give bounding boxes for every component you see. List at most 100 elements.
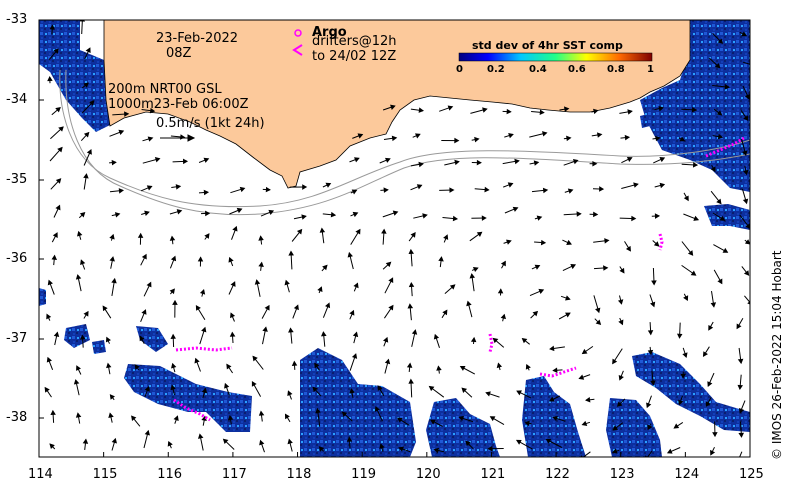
vector-scale-arrow — [160, 134, 196, 142]
sst-patch-southwest — [64, 324, 252, 432]
current-arrow-head — [524, 420, 530, 427]
current-arrow-head — [708, 324, 714, 331]
current-arrow-head — [79, 211, 86, 218]
current-arrow-head — [436, 365, 442, 371]
current-arrow-head — [44, 386, 50, 393]
current-arrow-head — [716, 110, 723, 116]
drifter-track-6 — [705, 136, 745, 158]
current-arrow-head — [111, 159, 117, 166]
current-arrow-head — [377, 385, 383, 391]
current-arrow-head — [53, 331, 60, 338]
current-arrow-head — [317, 286, 323, 292]
current-arrow-head — [454, 137, 460, 144]
current-arrow-head — [102, 305, 108, 312]
current-arrow-head — [566, 239, 572, 245]
current-arrow-head — [655, 135, 661, 142]
current-arrow-head — [566, 135, 572, 142]
current-arrow-head — [611, 448, 618, 454]
y-tick-label: -33 — [6, 12, 28, 27]
current-arrow-head — [406, 362, 413, 368]
current-arrow-head — [262, 326, 268, 332]
y-tick-label: -36 — [6, 251, 28, 266]
current-arrow-head — [228, 256, 234, 263]
current-arrow-head — [692, 162, 699, 168]
current-arrow-head — [599, 186, 605, 192]
current-arrow-head — [251, 380, 257, 387]
current-arrow-head — [585, 397, 591, 403]
current-arrow-head — [407, 303, 414, 309]
current-arrow-head — [55, 107, 61, 113]
current-arrow-head — [203, 189, 210, 196]
current-arrow-head — [322, 264, 328, 271]
current-arrow-head — [296, 228, 303, 235]
current-arrow-head — [194, 357, 200, 364]
current-arrow-head — [742, 198, 749, 205]
current-arrow-head — [137, 232, 144, 238]
colorbar-tick-label: 0.2 — [487, 64, 505, 75]
current-arrow-head — [291, 360, 298, 366]
current-arrow-head — [204, 233, 210, 239]
current-arrow-head — [691, 107, 698, 113]
current-arrow-head — [154, 157, 161, 163]
current-arrow-head — [581, 420, 588, 427]
current-arrow-head — [532, 310, 539, 317]
current-arrow-head — [381, 228, 387, 234]
current-arrow-head — [390, 104, 396, 110]
current-arrow-head — [603, 265, 609, 271]
x-tick-label: 117 — [221, 467, 247, 482]
current-arrow-head — [118, 188, 125, 194]
current-arrow-head — [474, 136, 480, 143]
current-arrow-head — [349, 388, 355, 394]
current-arrow-head — [593, 211, 599, 218]
current-arrow-head — [619, 267, 625, 274]
current-arrow-head — [47, 75, 53, 82]
current-arrow-head — [58, 126, 64, 132]
current-arrow-head — [736, 460, 740, 464]
current-arrow-head — [683, 195, 689, 202]
current-arrow-head — [563, 106, 570, 112]
current-arrow-head — [354, 157, 360, 163]
current-arrow-head — [195, 305, 201, 311]
current-arrow-head — [506, 239, 512, 245]
current-arrow-head — [534, 264, 541, 270]
current-arrow-head — [647, 349, 654, 356]
current-arrow-head — [618, 319, 624, 326]
current-arrow-head — [408, 281, 415, 288]
current-arrow-head — [232, 225, 238, 232]
current-arrow-head — [170, 255, 177, 262]
current-arrow-head — [175, 184, 182, 190]
current-arrow-head — [57, 146, 63, 153]
contour-200m — [59, 69, 750, 208]
current-arrow-head — [396, 417, 403, 423]
current-arrow-head — [229, 331, 236, 337]
current-arrow-head — [182, 158, 189, 165]
current-arrow-head — [593, 108, 599, 115]
current-arrow-head — [46, 356, 52, 363]
current-arrow-head — [487, 445, 493, 452]
current-arrow-head — [581, 348, 588, 355]
sst-patch-south-middle — [426, 398, 500, 457]
current-arrow-head — [678, 399, 684, 406]
current-arrow-head — [347, 251, 353, 258]
current-arrow-head — [651, 280, 657, 286]
current-arrow — [744, 295, 750, 304]
current-arrow-head — [449, 187, 455, 193]
current-arrow-head — [170, 384, 176, 391]
current-arrow-head — [693, 215, 700, 221]
current-arrow-head — [604, 238, 610, 244]
current-arrow-head — [293, 304, 299, 311]
current-arrow-head — [230, 281, 236, 287]
current-arrow-head — [465, 440, 471, 447]
current-arrow-head — [330, 211, 337, 218]
current-arrow-head — [627, 109, 633, 115]
current-arrow-head — [616, 401, 623, 407]
current-arrow-head — [525, 363, 531, 370]
current-arrow-head — [139, 335, 145, 342]
current-arrow-head — [422, 213, 428, 219]
current-arrow-head — [500, 260, 506, 267]
current-arrow-head — [744, 239, 750, 245]
current-arrow-head — [85, 47, 91, 54]
current-arrow-head — [548, 396, 555, 402]
current-arrow-head — [738, 432, 745, 438]
current-arrow-head — [83, 310, 89, 317]
